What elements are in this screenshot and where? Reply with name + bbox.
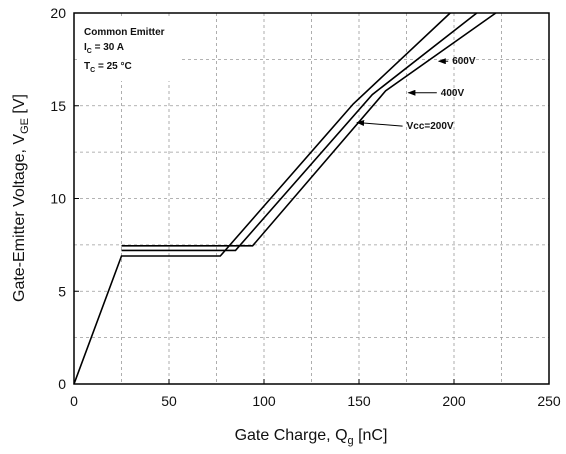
tc-value: = 25 °C bbox=[95, 61, 132, 72]
y-tick-label: 15 bbox=[50, 98, 66, 114]
y-tick-label: 0 bbox=[58, 376, 66, 392]
y-axis-title-unit: [V] bbox=[11, 94, 28, 118]
annotation-label: 600V bbox=[452, 56, 476, 67]
ic-subscript: C bbox=[87, 48, 92, 55]
y-tick-label: 5 bbox=[58, 283, 66, 299]
curves bbox=[73, 12, 497, 385]
x-tick-label: 250 bbox=[537, 393, 561, 409]
x-axis-title-sub: g bbox=[348, 435, 354, 447]
x-tick-label: 150 bbox=[347, 393, 371, 409]
tc-subscript: C bbox=[90, 67, 95, 74]
conditions-line-tc: TC = 25 °C bbox=[84, 61, 132, 74]
x-tick-label: 0 bbox=[70, 393, 78, 409]
x-tick-label: 100 bbox=[252, 393, 276, 409]
x-axis-title-main: Gate Charge, Q bbox=[235, 427, 348, 444]
annotation-label: 400V bbox=[441, 88, 465, 99]
series-annotations: 600V 400V Vcc=200V bbox=[356, 56, 476, 132]
x-tick-label: 50 bbox=[161, 393, 177, 409]
ic-symbol: I bbox=[84, 42, 87, 53]
y-axis-title-sub: GE bbox=[19, 118, 31, 134]
x-axis-title-unit: [nC] bbox=[354, 427, 388, 444]
series-line-1 bbox=[121, 12, 478, 252]
series-line-0 bbox=[73, 12, 451, 385]
conditions-line-1: Common Emitter bbox=[84, 27, 165, 38]
x-tick-label: 200 bbox=[442, 393, 466, 409]
x-tick-labels: 0 50 100 150 200 250 bbox=[70, 379, 561, 409]
y-axis-title: Gate-Emitter Voltage, VGE [V] bbox=[11, 94, 31, 302]
y-tick-label: 10 bbox=[50, 191, 66, 207]
y-axis-title-main: Gate-Emitter Voltage, V bbox=[11, 134, 28, 302]
y-tick-label: 20 bbox=[50, 5, 66, 21]
y-tick-labels: 0 5 10 15 20 bbox=[50, 5, 79, 392]
ic-value: = 30 A bbox=[92, 42, 124, 53]
conditions-line-ic: IC = 30 A bbox=[84, 42, 124, 55]
tc-symbol: T bbox=[84, 61, 90, 72]
x-axis-title: Gate Charge, Qg [nC] bbox=[235, 427, 388, 447]
annotation-label: Vcc=200V bbox=[407, 121, 454, 132]
annotation-arrow bbox=[356, 120, 403, 127]
series-line-2 bbox=[121, 12, 497, 247]
conditions-box bbox=[78, 17, 180, 81]
